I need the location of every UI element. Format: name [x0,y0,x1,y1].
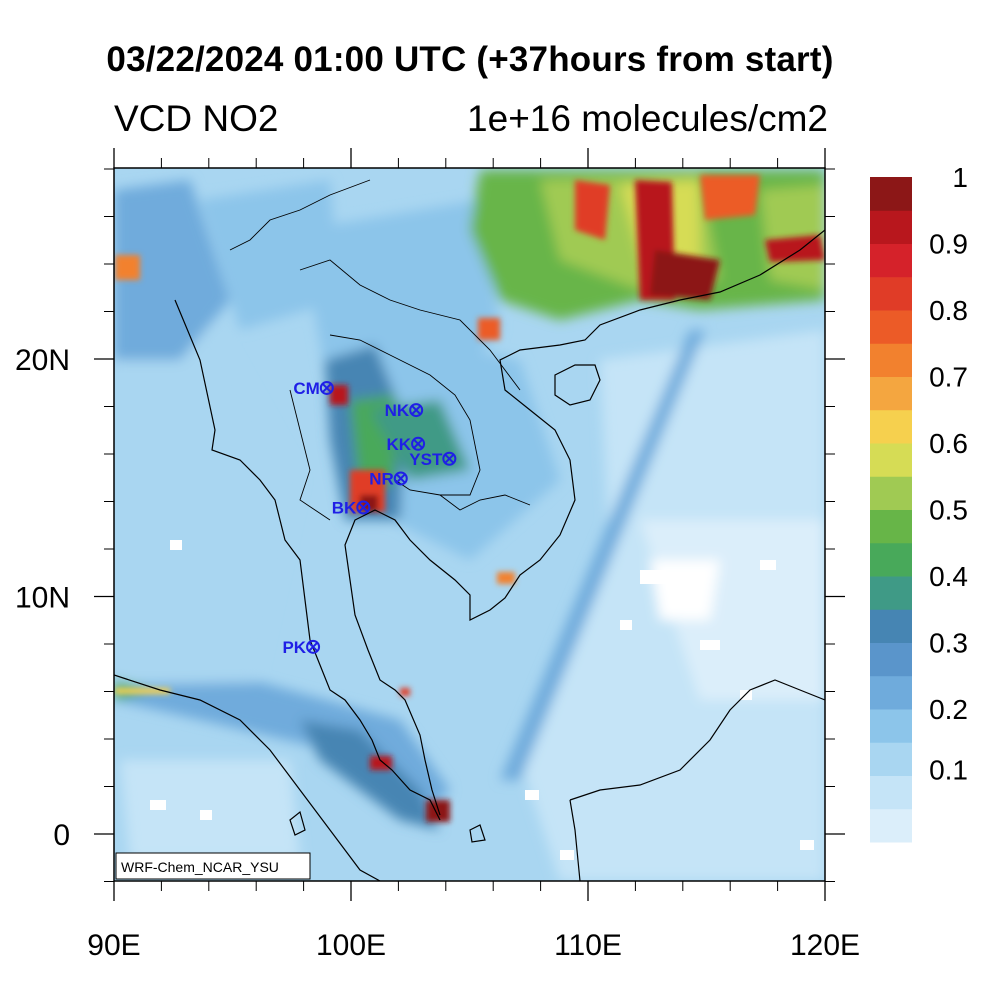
colorbar-label: 1 [952,162,968,193]
colorbar-swatch [870,609,912,643]
y-tick-label: 0 [53,819,70,852]
colorbar-swatch [870,276,912,311]
station-marker-icon [319,380,334,395]
colorbar-swatch [870,343,912,377]
station-cm: CM [293,379,334,398]
y-tick-label: 20N [15,344,70,377]
colorbar-swatch [870,476,912,510]
colorbar-label: 0.4 [929,561,968,592]
colorbar-swatch [870,210,912,244]
variable-label: VCD NO2 [114,98,279,139]
station-yst: YST [409,450,457,469]
colorbar-swatch [870,376,912,411]
colorbar-label: 0.3 [929,628,968,659]
station-marker-icon [442,451,457,466]
colorbar-swatch [870,243,912,278]
x-tick-label: 90E [87,929,140,962]
colorbar-label: 0.7 [929,362,968,393]
colorbar-swatch [870,443,912,477]
x-tick-label: 120E [790,929,860,962]
colorbar-label: 0.6 [929,428,968,459]
station-nr: NR [369,469,408,488]
station-marker-icon [411,436,426,451]
station-pk: PK [282,638,321,657]
map-title: 03/22/2024 01:00 UTC (+37hours from star… [106,40,834,79]
colorbar-label: 0.8 [929,295,968,326]
station-label: CM [293,379,319,398]
colorbar-label: 0.9 [929,229,968,260]
colorbar-swatch [870,775,912,810]
x-tick-label: 110E [554,929,622,962]
credit-box: WRF-Chem_NCAR_YSU [115,852,311,880]
units-label: 1e+16 molecules/cm2 [467,98,828,139]
station-label: NK [385,401,410,420]
colorbar-swatch [870,542,912,577]
station-label: BK [332,498,357,517]
station-label: PK [282,638,306,657]
station-marker-icon [356,500,371,515]
station-label: KK [387,435,412,454]
colorbar-label: 0.1 [929,755,968,786]
colorbar-swatch [870,808,912,843]
station-marker-icon [409,403,424,418]
colorbar-label: 0.5 [929,495,968,526]
station-nk: NK [385,401,424,420]
station-label: YST [409,450,443,469]
station-bk: BK [332,498,371,517]
no2-field [114,168,825,881]
map-frame [113,167,826,882]
colorbar-swatch [870,310,912,344]
colorbar-swatch [870,742,912,776]
station-label: NR [369,469,394,488]
y-tick-label: 10N [15,582,70,615]
colorbar-swatch [870,709,912,743]
colorbar-swatch [870,675,912,710]
coastlines [114,179,825,881]
station-kk: KK [387,435,426,454]
colorbar-label: 0.2 [929,694,968,725]
colorbar [870,177,912,843]
colorbar-swatch [870,642,912,677]
colorbar-swatch [870,177,912,211]
credit-text: WRF-Chem_NCAR_YSU [121,859,279,875]
station-marker-icon [306,639,321,654]
x-tick-label: 100E [316,929,386,962]
station-marker-icon [393,471,408,486]
colorbar-swatch [870,509,912,544]
colorbar-swatch [870,576,912,610]
colorbar-swatch [870,409,912,444]
